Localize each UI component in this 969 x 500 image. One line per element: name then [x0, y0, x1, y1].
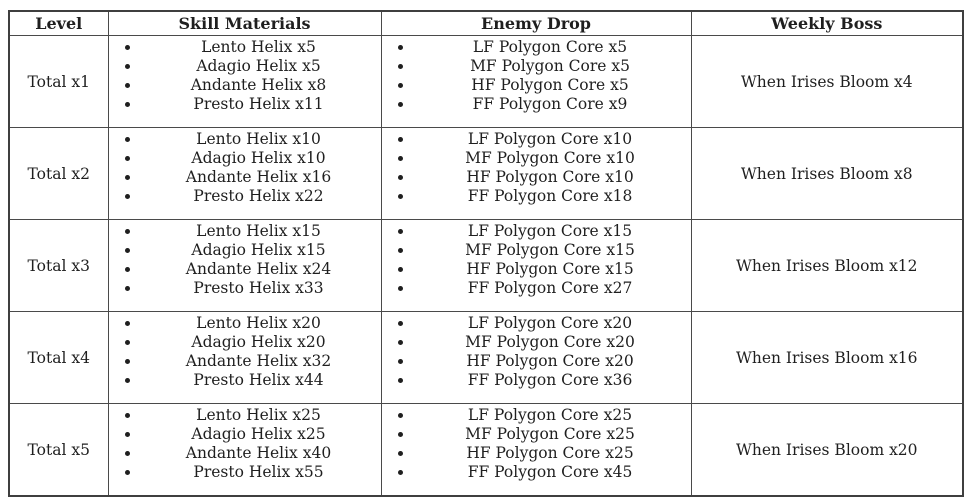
weekly-boss-cell: When Irises Bloom x4 [690, 35, 964, 128]
enemy-drop-list: LF Polygon Core x20MF Polygon Core x20HF… [386, 314, 687, 390]
drop-item: FF Polygon Core x18 [414, 187, 687, 206]
table-body: Total x1 Lento Helix x5Adagio Helix x5An… [8, 35, 964, 497]
drop-item: FF Polygon Core x27 [414, 279, 687, 298]
skill-materials-cell: Lento Helix x20Adagio Helix x20Andante H… [107, 311, 382, 404]
column-header-level: Level [8, 10, 109, 36]
drop-item: LF Polygon Core x15 [414, 222, 687, 241]
skill-materials-cell: Lento Helix x5Adagio Helix x5Andante Hel… [107, 35, 382, 128]
drop-item: MF Polygon Core x25 [414, 425, 687, 444]
material-item: Adagio Helix x5 [141, 57, 377, 76]
enemy-drop-cell: LF Polygon Core x5MF Polygon Core x5HF P… [380, 35, 692, 128]
table-row: Total x5 Lento Helix x25Adagio Helix x25… [8, 403, 964, 497]
drop-item: MF Polygon Core x5 [414, 57, 687, 76]
skill-materials-cell: Lento Helix x25Adagio Helix x25Andante H… [107, 403, 382, 497]
drop-item: FF Polygon Core x9 [414, 95, 687, 114]
drop-item: LF Polygon Core x25 [414, 406, 687, 425]
drop-item: LF Polygon Core x10 [414, 130, 687, 149]
enemy-drop-list: LF Polygon Core x15MF Polygon Core x15HF… [386, 222, 687, 298]
material-item: Andante Helix x24 [141, 260, 377, 279]
enemy-drop-list: LF Polygon Core x5MF Polygon Core x5HF P… [386, 38, 687, 114]
drop-item: HF Polygon Core x25 [414, 444, 687, 463]
enemy-drop-list: LF Polygon Core x10MF Polygon Core x10HF… [386, 130, 687, 206]
table-row: Total x4 Lento Helix x20Adagio Helix x20… [8, 311, 964, 404]
table-row: Total x2 Lento Helix x10Adagio Helix x10… [8, 127, 964, 220]
drop-item: MF Polygon Core x20 [414, 333, 687, 352]
material-item: Adagio Helix x15 [141, 241, 377, 260]
level-cell: Total x4 [8, 311, 109, 404]
material-item: Andante Helix x32 [141, 352, 377, 371]
skill-materials-cell: Lento Helix x10Adagio Helix x10Andante H… [107, 127, 382, 220]
material-item: Andante Helix x16 [141, 168, 377, 187]
material-item: Andante Helix x40 [141, 444, 377, 463]
column-header-skill-materials: Skill Materials [107, 10, 382, 36]
level-cell: Total x1 [8, 35, 109, 128]
skill-materials-list: Lento Helix x5Adagio Helix x5Andante Hel… [113, 38, 377, 114]
material-item: Presto Helix x33 [141, 279, 377, 298]
drop-item: FF Polygon Core x36 [414, 371, 687, 390]
column-header-weekly-boss: Weekly Boss [690, 10, 964, 36]
table-row: Total x1 Lento Helix x5Adagio Helix x5An… [8, 35, 964, 128]
material-item: Adagio Helix x25 [141, 425, 377, 444]
skill-materials-list: Lento Helix x20Adagio Helix x20Andante H… [113, 314, 377, 390]
material-item: Presto Helix x55 [141, 463, 377, 482]
drop-item: FF Polygon Core x45 [414, 463, 687, 482]
column-header-enemy-drop: Enemy Drop [380, 10, 692, 36]
drop-item: HF Polygon Core x20 [414, 352, 687, 371]
drop-item: HF Polygon Core x15 [414, 260, 687, 279]
skill-materials-cell: Lento Helix x15Adagio Helix x15Andante H… [107, 219, 382, 312]
table-header-row: Level Skill Materials Enemy Drop Weekly … [8, 10, 964, 36]
skill-materials-list: Lento Helix x25Adagio Helix x25Andante H… [113, 406, 377, 482]
level-cell: Total x5 [8, 403, 109, 497]
skill-materials-list: Lento Helix x15Adagio Helix x15Andante H… [113, 222, 377, 298]
weekly-boss-cell: When Irises Bloom x12 [690, 219, 964, 312]
material-item: Presto Helix x22 [141, 187, 377, 206]
table-row: Total x3 Lento Helix x15Adagio Helix x15… [8, 219, 964, 312]
enemy-drop-cell: LF Polygon Core x25MF Polygon Core x25HF… [380, 403, 692, 497]
drop-item: LF Polygon Core x5 [414, 38, 687, 57]
material-item: Lento Helix x10 [141, 130, 377, 149]
enemy-drop-list: LF Polygon Core x25MF Polygon Core x25HF… [386, 406, 687, 482]
enemy-drop-cell: LF Polygon Core x20MF Polygon Core x20HF… [380, 311, 692, 404]
material-item: Lento Helix x5 [141, 38, 377, 57]
drop-item: MF Polygon Core x15 [414, 241, 687, 260]
material-item: Lento Helix x15 [141, 222, 377, 241]
material-item: Presto Helix x11 [141, 95, 377, 114]
drop-item: LF Polygon Core x20 [414, 314, 687, 333]
material-item: Adagio Helix x20 [141, 333, 377, 352]
material-item: Andante Helix x8 [141, 76, 377, 95]
materials-table: Level Skill Materials Enemy Drop Weekly … [8, 10, 964, 497]
material-item: Presto Helix x44 [141, 371, 377, 390]
weekly-boss-cell: When Irises Bloom x8 [690, 127, 964, 220]
skill-materials-list: Lento Helix x10Adagio Helix x10Andante H… [113, 130, 377, 206]
drop-item: HF Polygon Core x5 [414, 76, 687, 95]
material-item: Adagio Helix x10 [141, 149, 377, 168]
enemy-drop-cell: LF Polygon Core x10MF Polygon Core x10HF… [380, 127, 692, 220]
material-item: Lento Helix x25 [141, 406, 377, 425]
weekly-boss-cell: When Irises Bloom x20 [690, 403, 964, 497]
drop-item: MF Polygon Core x10 [414, 149, 687, 168]
drop-item: HF Polygon Core x10 [414, 168, 687, 187]
material-item: Lento Helix x20 [141, 314, 377, 333]
level-cell: Total x2 [8, 127, 109, 220]
enemy-drop-cell: LF Polygon Core x15MF Polygon Core x15HF… [380, 219, 692, 312]
weekly-boss-cell: When Irises Bloom x16 [690, 311, 964, 404]
level-cell: Total x3 [8, 219, 109, 312]
